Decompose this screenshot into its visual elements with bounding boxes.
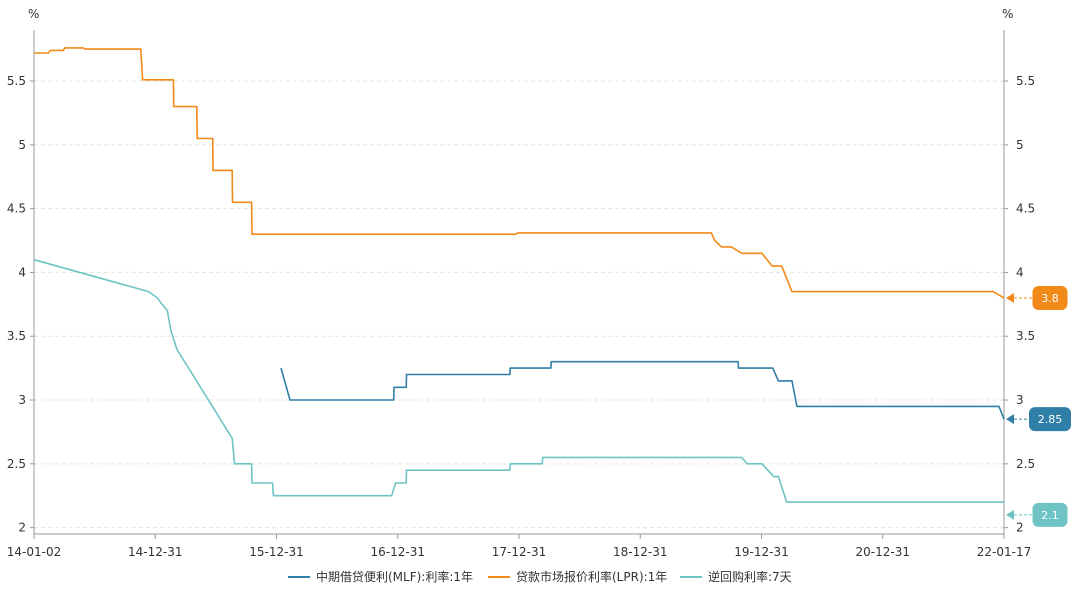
y-tick-label-left-5: 4.5 [7, 202, 26, 216]
y-tick-label-right-2: 3 [1016, 393, 1024, 407]
x-tick-label-3: 16-12-31 [371, 545, 425, 559]
x-tick-label-7: 20-12-31 [856, 545, 910, 559]
end-badge-1 [1032, 285, 1068, 310]
x-tick-label-2: 15-12-31 [249, 545, 303, 559]
legend-label-2: 逆回购利率:7天 [708, 569, 792, 584]
end-badge-0 [1029, 407, 1071, 432]
y-tick-label-right-3: 3.5 [1016, 329, 1035, 343]
x-tick-label-6: 19-12-31 [734, 545, 788, 559]
series-layer [33, 47, 1005, 503]
series-line-1 [34, 47, 1005, 299]
end-marker-1 [1006, 292, 1014, 303]
end-badge-2 [1032, 502, 1068, 527]
y-tick-label-right-7: 5.5 [1016, 74, 1035, 88]
x-tick-label-5: 18-12-31 [613, 545, 667, 559]
y-tick-label-left-6: 5 [18, 138, 26, 152]
x-tick-label-8: 22-01-17 [977, 545, 1031, 559]
series-line-0 [280, 360, 1005, 420]
axis-layer: % % 2 2 2.5 2.5 3 3 3.5 3.5 4 4 4.5 4.5 5 5 5.5 5.5 14-0… [7, 7, 1035, 559]
y-tick-label-left-7: 5.5 [7, 74, 26, 88]
y-tick-label-right-4: 4 [1016, 265, 1024, 279]
end-value-badges: 2.85 3.8 2.1 [1006, 285, 1071, 527]
left-unit-label: % [28, 7, 39, 21]
x-tick-label-0: 14-01-02 [7, 545, 61, 559]
y-tick-label-left-4: 4 [18, 265, 26, 279]
right-unit-label: % [1002, 7, 1013, 21]
end-badge-label-2: 2.1 [1041, 509, 1059, 522]
x-tick-label-4: 17-12-31 [492, 545, 546, 559]
y-tick-label-right-5: 4.5 [1016, 202, 1035, 216]
legend-label-0: 中期借贷便利(MLF):利率:1年 [316, 569, 473, 584]
end-badge-label-1: 3.8 [1041, 292, 1059, 305]
y-tick-label-left-3: 3.5 [7, 329, 26, 343]
legend-label-1: 贷款市场报价利率(LPR):1年 [516, 569, 667, 584]
legend: 中期借贷便利(MLF):利率:1年 贷款市场报价利率(LPR):1年 逆回购利率:7… [288, 569, 792, 584]
y-tick-label-left-0: 2 [18, 521, 26, 535]
end-marker-0 [1006, 414, 1014, 425]
y-tick-label-right-0: 2 [1016, 521, 1024, 535]
y-tick-label-left-1: 2.5 [7, 457, 26, 471]
y-tick-label-right-1: 2.5 [1016, 457, 1035, 471]
end-marker-2 [1006, 509, 1014, 520]
grid-layer [34, 80, 1004, 529]
series-line-2 [33, 258, 1004, 503]
end-badge-label-0: 2.85 [1038, 413, 1063, 426]
x-tick-label-1: 14-12-31 [128, 545, 182, 559]
y-tick-label-right-6: 5 [1016, 138, 1024, 152]
y-tick-label-left-2: 3 [18, 393, 26, 407]
